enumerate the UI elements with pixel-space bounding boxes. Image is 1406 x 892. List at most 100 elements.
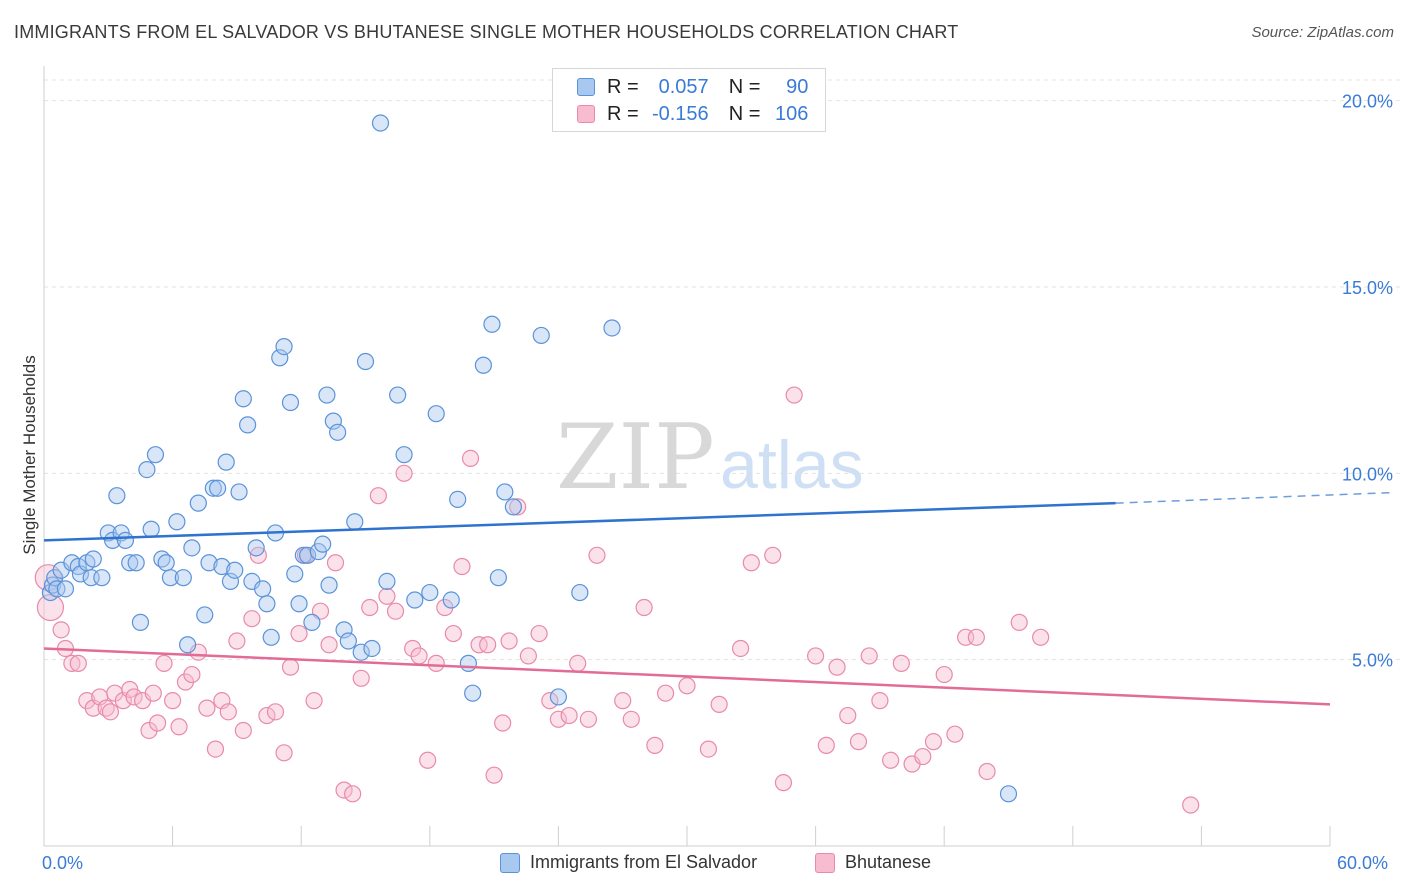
bhutanese-point	[656, 684, 675, 702]
bhutanese-point	[144, 684, 162, 702]
bhutanese-point	[170, 718, 188, 736]
el-salvador-point	[442, 591, 460, 609]
r-value: -0.156	[651, 102, 709, 125]
el-salvador-point	[271, 349, 289, 367]
el-salvador-point	[356, 352, 375, 371]
bhutanese-point	[101, 703, 120, 721]
el-salvador-point	[189, 494, 207, 512]
watermark: ZIP atlas	[556, 405, 864, 510]
bhutanese-point	[148, 714, 167, 732]
bhutanese-point	[828, 658, 846, 676]
bhutanese-point	[509, 498, 527, 516]
bhutanese-point	[892, 654, 910, 672]
bhutanese-point	[978, 762, 996, 781]
el-salvador-point	[204, 479, 222, 497]
el-salvador-point	[329, 423, 347, 441]
bhutanese-point	[461, 449, 480, 468]
el-salvador-point	[108, 487, 126, 505]
bhutanese-point	[882, 751, 900, 769]
bhutanese-point	[935, 665, 953, 684]
el-salvador-point	[127, 554, 145, 572]
bhutanese-point	[579, 710, 598, 728]
el-salvador-point	[389, 386, 407, 404]
legend-row-el-salvador: R = 0.057 N = 90	[577, 75, 808, 99]
el-salvador-point	[449, 490, 467, 509]
bhutanese-point	[860, 647, 878, 665]
el-salvador-point	[303, 613, 321, 631]
el-salvador-point	[56, 580, 75, 598]
el-salvador-point	[496, 483, 514, 501]
el-salvador-point	[363, 639, 381, 658]
bhutanese-point	[427, 654, 445, 672]
el-salvador-point	[532, 326, 550, 345]
el-salvador-point	[131, 613, 150, 631]
y-tick-label: 10.0%	[1342, 464, 1393, 484]
bhutanese-point	[228, 632, 246, 650]
el-salvador-point	[999, 785, 1018, 803]
y-tick-labels: 5.0% 10.0% 15.0% 20.0%	[1342, 92, 1393, 671]
bhutanese-point	[155, 654, 173, 672]
watermark-zip: ZIP	[556, 405, 715, 510]
y-tick-label: 15.0%	[1342, 278, 1393, 298]
el-salvador-point	[483, 315, 501, 333]
bhutanese-point	[1010, 613, 1028, 631]
bhutanese-point	[678, 677, 696, 695]
bhutanese-point	[588, 546, 606, 564]
legend-item-bhutanese: Bhutanese	[815, 852, 931, 873]
bhutanese-point	[549, 710, 568, 728]
el-salvador-point	[213, 557, 231, 576]
bhutanese-point	[281, 658, 300, 676]
el-salvador-point	[275, 338, 293, 356]
bhutanese-point	[530, 624, 548, 643]
bhutanese-point	[839, 706, 857, 725]
el-salvador-point	[138, 460, 156, 479]
el-salvador-point	[427, 405, 445, 423]
n-label: N =	[728, 102, 761, 125]
bhutanese-point	[569, 654, 587, 672]
bhutanese-point	[614, 692, 632, 710]
el-salvador-point	[234, 390, 252, 408]
pink-swatch	[815, 852, 835, 873]
legend-label: Immigrants from El Salvador	[530, 852, 758, 872]
bhutanese-point	[395, 464, 413, 482]
el-salvador-point	[93, 569, 111, 587]
n-label: N =	[728, 75, 761, 98]
el-salvador-trend	[43, 501, 1116, 542]
bhutanese-points	[34, 386, 1200, 814]
bhutanese-point	[519, 647, 537, 665]
r-value: 0.057	[658, 75, 709, 98]
bhutanese-point	[635, 598, 653, 617]
chart-title: IMMIGRANTS FROM EL SALVADOR VS BHUTANESE…	[14, 22, 959, 42]
bhutanese-point	[344, 785, 362, 803]
el-salvador-point	[174, 569, 192, 587]
blue-swatch	[500, 852, 520, 873]
bhutanese-point	[183, 665, 201, 684]
el-salvador-point	[121, 554, 139, 572]
bhutanese-point	[290, 624, 308, 643]
el-salvador-point	[247, 539, 265, 557]
r-label: R =	[607, 102, 639, 125]
source-label: Source: ZipAtlas.com	[1251, 24, 1394, 41]
bhutanese-point	[1182, 796, 1200, 814]
el-salvador-point	[371, 114, 390, 132]
bhutanese-point	[946, 725, 964, 743]
bhutanese-point	[378, 587, 396, 605]
trend-lines	[43, 491, 1391, 706]
el-salvador-point	[464, 684, 482, 702]
bhutanese-point	[326, 554, 345, 572]
grid-lines	[44, 79, 1400, 661]
bhutanese-point	[710, 695, 728, 713]
el-salvador-point	[320, 576, 338, 594]
legend-label: Bhutanese	[845, 852, 932, 872]
el-salvador-point	[157, 554, 175, 572]
bhutanese-point	[817, 736, 835, 754]
bhutanese-point	[206, 740, 225, 758]
el-salvador-point	[168, 513, 186, 531]
bhutanese-point	[164, 692, 182, 710]
bhutanese-point	[125, 688, 143, 706]
bhutanese-point	[275, 744, 293, 762]
el-salvador-point	[217, 453, 235, 471]
bhutanese-point	[266, 703, 285, 721]
el-salvador-points	[41, 114, 1018, 803]
